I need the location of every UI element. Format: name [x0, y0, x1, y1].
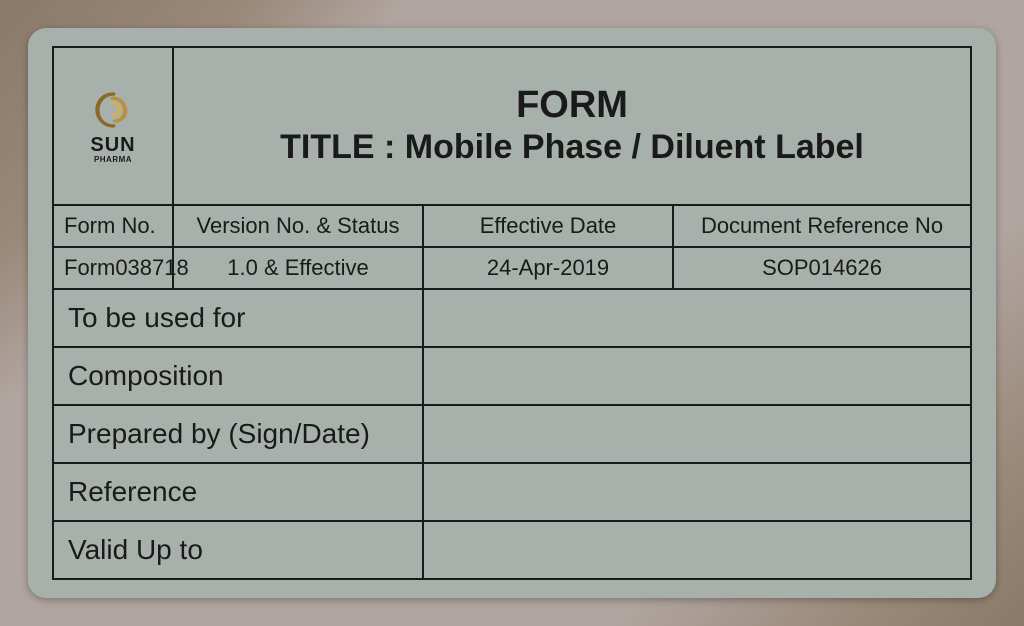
logo-company-name: SUN: [58, 135, 168, 155]
title-line: TITLE : Mobile Phase / Diluent Label: [182, 127, 962, 168]
field-value-valid-up-to[interactable]: [423, 521, 971, 579]
field-label-to-be-used-for: To be used for: [53, 289, 423, 347]
field-row-composition: Composition: [53, 347, 971, 405]
field-value-reference[interactable]: [423, 463, 971, 521]
field-value-prepared-by[interactable]: [423, 405, 971, 463]
field-row-prepared-by: Prepared by (Sign/Date): [53, 405, 971, 463]
logo-cell: SUN PHARMA: [53, 47, 173, 205]
meta-value-form-no: Form038718: [53, 247, 173, 289]
field-label-reference: Reference: [53, 463, 423, 521]
meta-value-version: 1.0 & Effective: [173, 247, 423, 289]
form-table: SUN PHARMA FORM TITLE : Mobile Phase / D…: [52, 46, 972, 580]
logo-company-sub: PHARMA: [58, 155, 168, 164]
field-label-valid-up-to: Valid Up to: [53, 521, 423, 579]
meta-value-doc-ref: SOP014626: [673, 247, 971, 289]
meta-header-doc-ref: Document Reference No: [673, 205, 971, 247]
field-value-composition[interactable]: [423, 347, 971, 405]
meta-values-row: Form038718 1.0 & Effective 24-Apr-2019 S…: [53, 247, 971, 289]
field-row-valid-up-to: Valid Up to: [53, 521, 971, 579]
sun-pharma-logo-icon: [92, 89, 134, 131]
field-label-composition: Composition: [53, 347, 423, 405]
title-cell: FORM TITLE : Mobile Phase / Diluent Labe…: [173, 47, 971, 205]
field-label-prepared-by: Prepared by (Sign/Date): [53, 405, 423, 463]
meta-header-version: Version No. & Status: [173, 205, 423, 247]
meta-header-form-no: Form No.: [53, 205, 173, 247]
meta-header-row: Form No. Version No. & Status Effective …: [53, 205, 971, 247]
field-value-to-be-used-for[interactable]: [423, 289, 971, 347]
title-prefix: TITLE :: [280, 128, 405, 166]
meta-value-effective-date: 24-Apr-2019: [423, 247, 673, 289]
title-text: Mobile Phase / Diluent Label: [405, 128, 864, 166]
field-row-reference: Reference: [53, 463, 971, 521]
meta-header-effective-date: Effective Date: [423, 205, 673, 247]
header-row: SUN PHARMA FORM TITLE : Mobile Phase / D…: [53, 47, 971, 205]
field-row-to-be-used-for: To be used for: [53, 289, 971, 347]
form-label-card: SUN PHARMA FORM TITLE : Mobile Phase / D…: [28, 28, 996, 598]
form-heading: FORM: [182, 85, 962, 127]
